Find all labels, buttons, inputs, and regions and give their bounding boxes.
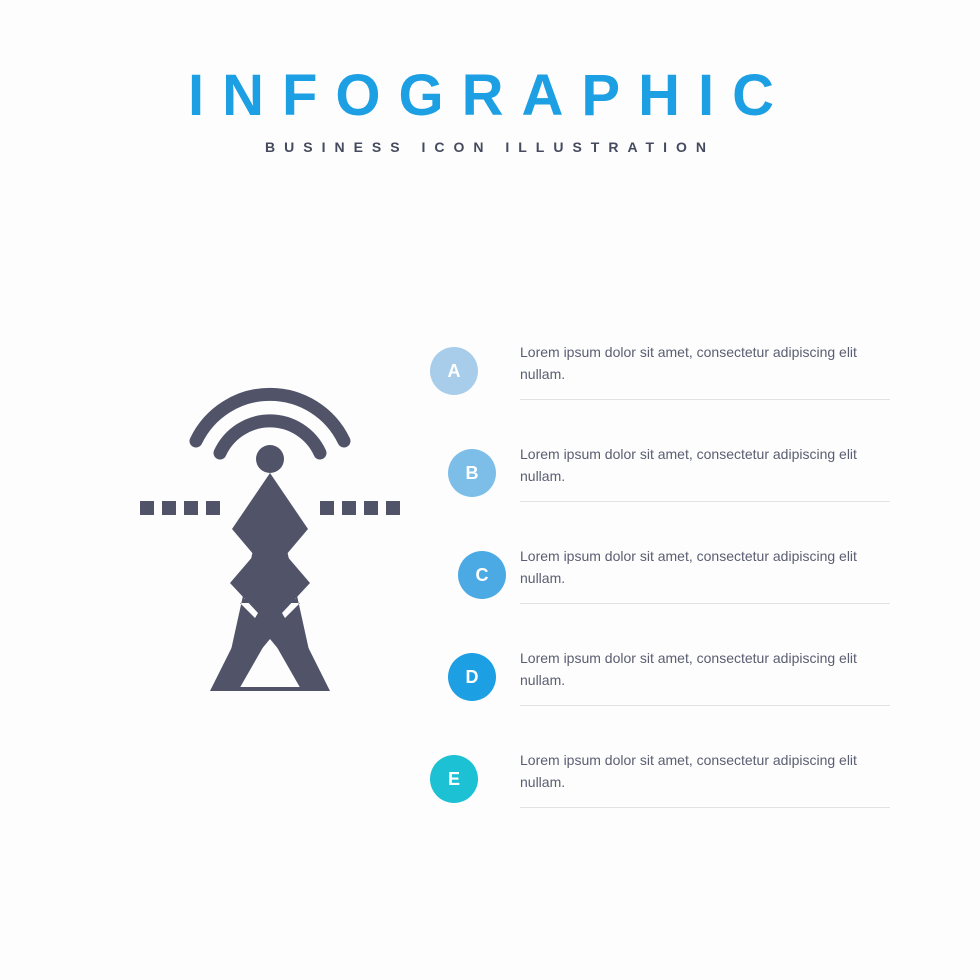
page-title: INFOGRAPHIC [0,62,980,129]
step-badge-e: E [430,755,478,803]
step-text: Lorem ipsum dolor sit amet, consectetur … [520,444,890,502]
step-text: Lorem ipsum dolor sit amet, consectetur … [520,342,890,400]
step-badge-a: A [430,347,478,395]
step-item: E Lorem ipsum dolor sit amet, consectetu… [430,728,890,830]
antenna-tower-icon [140,355,400,695]
step-badge-c: C [458,551,506,599]
step-item: D Lorem ipsum dolor sit amet, consectetu… [430,626,890,728]
step-badge-b: B [448,449,496,497]
step-text: Lorem ipsum dolor sit amet, consectetur … [520,648,890,706]
step-text: Lorem ipsum dolor sit amet, consectetur … [520,750,890,808]
page-subtitle: BUSINESS ICON ILLUSTRATION [0,139,980,155]
step-text: Lorem ipsum dolor sit amet, consectetur … [520,546,890,604]
step-item: A Lorem ipsum dolor sit amet, consectetu… [430,320,890,422]
step-badge-d: D [448,653,496,701]
header: INFOGRAPHIC BUSINESS ICON ILLUSTRATION [0,0,980,155]
steps-list: A Lorem ipsum dolor sit amet, consectetu… [430,320,890,830]
content-area: A Lorem ipsum dolor sit amet, consectetu… [0,320,980,880]
step-item: B Lorem ipsum dolor sit amet, consectetu… [430,422,890,524]
step-item: C Lorem ipsum dolor sit amet, consectetu… [430,524,890,626]
